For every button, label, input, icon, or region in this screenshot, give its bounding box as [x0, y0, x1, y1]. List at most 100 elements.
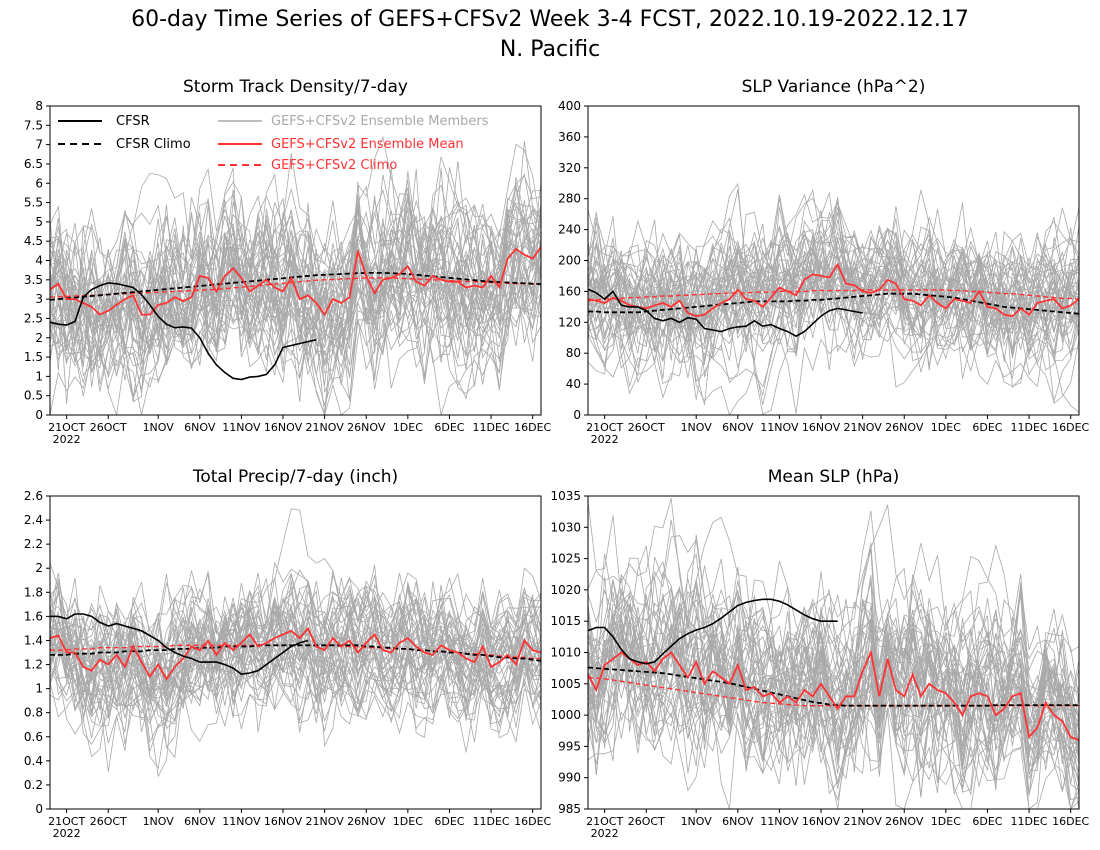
- x-tick-label-1nov: 1NOV: [681, 421, 713, 434]
- ensemble-member-line: [588, 301, 1079, 414]
- legend-gefs-climo-label: GEFS+CFSv2 Climo: [271, 158, 397, 173]
- x-tick-label-16nov: 16NOV: [264, 421, 303, 434]
- panel-mean-slp: Mean SLP (hPa) 985 990 995 1000 1005 1010 1015 1…: [550, 467, 1089, 840]
- y-tick-label: 2.5: [24, 311, 43, 325]
- cfsr-line: [588, 288, 863, 338]
- ensemble-member-line: [588, 197, 1079, 342]
- ensemble-member-line: [50, 181, 541, 395]
- x-tick-label-6dec: 6DEC: [434, 815, 464, 828]
- y-tick-label: 0: [573, 408, 581, 422]
- y-tick-label: 0.5: [24, 389, 43, 403]
- ensemble-member-line: [588, 535, 1079, 740]
- y-tick-label: 985: [558, 802, 581, 816]
- x-tick-label-26nov: 26NOV: [885, 421, 924, 434]
- x-tick-label-26nov: 26NOV: [347, 815, 386, 828]
- x-tick-label-21oct: 21OCT: [48, 421, 85, 434]
- ensemble-member-line: [588, 630, 1079, 809]
- ensemble-member-line: [50, 589, 541, 701]
- plot-frame: [49, 495, 542, 810]
- ensemble-member-line: [50, 210, 541, 415]
- legend-members-label: GEFS+CFSv2 Ensemble Members: [271, 114, 489, 129]
- cfsr-line: [50, 613, 309, 676]
- ensemble-member-line: [588, 566, 1079, 735]
- x-tick-label-6dec: 6DEC: [434, 421, 464, 434]
- ensemble-members: [50, 135, 541, 415]
- x-year-label: 2022: [53, 433, 81, 446]
- x-tick-label-1dec: 1DEC: [393, 421, 423, 434]
- y-tick-label: 0.2: [24, 778, 43, 792]
- x-tick-label-1dec: 1DEC: [931, 421, 961, 434]
- ensemble-member-line: [50, 590, 541, 744]
- ensemble-member-line: [50, 238, 541, 407]
- x-tick-label-26nov: 26NOV: [347, 421, 386, 434]
- figure-title: 60-day Time Series of GEFS+CFSv2 Week 3-…: [131, 7, 969, 32]
- x-tick-label-11dec: 11DEC: [473, 815, 510, 828]
- x-tick-label-11nov: 11NOV: [760, 815, 799, 828]
- x-tick-label-6nov: 6NOV: [184, 421, 216, 434]
- y-tick-label: 0.8: [24, 706, 43, 720]
- x-tick-label-11dec: 11DEC: [1011, 815, 1048, 828]
- ensemble-member-line: [588, 193, 1079, 351]
- legend-ens-mean-label: GEFS+CFSv2 Ensemble Mean: [271, 137, 464, 152]
- cfsr-climo-line: [588, 292, 1079, 315]
- x-tick-label-21nov: 21NOV: [844, 421, 883, 434]
- x-tick-label-16dec: 16DEC: [514, 421, 551, 434]
- y-tick-label: 7: [35, 138, 43, 152]
- panel-title: Storm Track Density/7-day: [183, 77, 408, 97]
- ensemble-member-line: [50, 135, 541, 308]
- ensemble-member-line: [50, 572, 541, 675]
- plot-area: [50, 508, 541, 778]
- gefs-climo-line: [50, 277, 541, 298]
- ensemble-member-line: [50, 601, 541, 717]
- panel-title: Total Precip/7-day (inch): [192, 467, 398, 487]
- ensemble-member-line: [50, 610, 541, 758]
- y-tick-label: 240: [558, 223, 581, 237]
- x-tick-label-11nov: 11NOV: [222, 815, 261, 828]
- cfsr-line: [588, 598, 838, 665]
- y-tick-label: 990: [558, 771, 581, 785]
- cfsr-climo-line: [588, 666, 1079, 707]
- ensemble-member-line: [50, 167, 541, 366]
- x-tick-label-1nov: 1NOV: [143, 421, 175, 434]
- ensemble-member-line: [588, 571, 1079, 796]
- panel-title: SLP Variance (hPa^2): [742, 77, 926, 97]
- x-tick-label-11dec: 11DEC: [473, 421, 510, 434]
- y-tick-label: 0.6: [24, 730, 43, 744]
- x-tick-label-26oct: 26OCT: [628, 421, 665, 434]
- y-tick-label: 2.2: [24, 537, 43, 551]
- y-tick-label: 0: [35, 802, 43, 816]
- plot-area: [588, 498, 1079, 809]
- y-tick-label: 1000: [550, 708, 581, 722]
- y-tick-label: 120: [558, 315, 581, 329]
- y-tick-label: 160: [558, 284, 581, 298]
- ensemble-member-line: [50, 637, 541, 753]
- ensemble-member-line: [50, 199, 541, 346]
- y-tick-label: 1035: [550, 489, 581, 503]
- gefs-climo-line: [588, 289, 1079, 302]
- y-tick-label: 320: [558, 161, 581, 175]
- ensemble-member-line: [588, 239, 1079, 340]
- x-tick-label-16nov: 16NOV: [802, 815, 841, 828]
- y-tick-label: 8: [35, 99, 43, 113]
- panel-title: Mean SLP (hPa): [768, 467, 900, 487]
- x-tick-label-16dec: 16DEC: [514, 815, 551, 828]
- y-tick-label: 0: [35, 408, 43, 422]
- y-tick-label: 80: [566, 346, 581, 360]
- y-tick-label: 1010: [550, 646, 581, 660]
- y-tick-label: 2: [35, 561, 43, 575]
- y-tick-label: 3.5: [24, 273, 43, 287]
- y-tick-label: 1030: [550, 520, 581, 534]
- x-tick-label-21nov: 21NOV: [306, 815, 345, 828]
- ensemble-mean-line: [588, 649, 1079, 741]
- ensemble-member-line: [588, 207, 1079, 343]
- y-tick-label: 1025: [550, 552, 581, 566]
- y-tick-label: 1: [35, 369, 43, 383]
- ensemble-member-line: [50, 203, 541, 392]
- y-tick-label: 3: [35, 292, 43, 306]
- y-tick-label: 1.4: [24, 633, 43, 647]
- ensemble-members: [50, 508, 541, 778]
- y-tick-label: 6: [35, 176, 43, 190]
- x-tick-label-1nov: 1NOV: [681, 815, 713, 828]
- x-tick-label-11nov: 11NOV: [760, 421, 799, 434]
- y-tick-label: 5: [35, 215, 43, 229]
